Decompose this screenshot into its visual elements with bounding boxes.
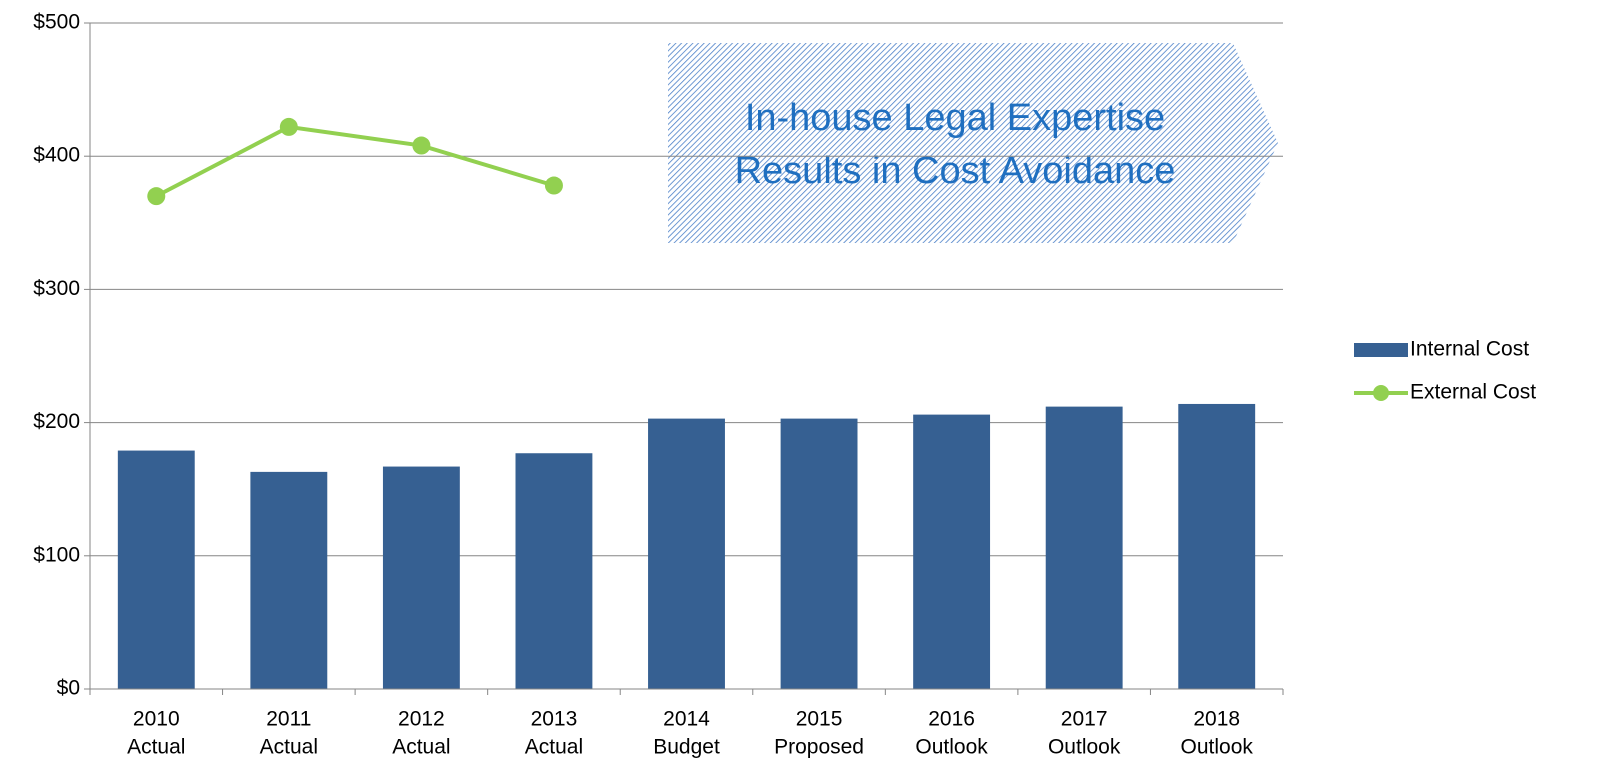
- x-tick-label: 2015: [796, 708, 843, 731]
- y-tick-label: $0: [57, 677, 80, 700]
- bar: [780, 418, 858, 689]
- legend-swatch: [1354, 343, 1408, 357]
- annotation: Results in Cost Avoidance: [735, 150, 1176, 192]
- legend-label: External Cost: [1410, 381, 1536, 404]
- x-tick-label: Outlook: [1181, 736, 1254, 759]
- line: [155, 124, 555, 198]
- callout-arrow: [668, 43, 1278, 243]
- y-tick-label: $500: [33, 11, 80, 34]
- marker: [279, 117, 298, 136]
- x-tick-label: Outlook: [915, 736, 988, 759]
- y-tick-label: $300: [33, 277, 80, 300]
- bar: [117, 450, 195, 689]
- bar: [1178, 403, 1256, 689]
- x-tick-label: Budget: [653, 736, 720, 759]
- legend-label: Internal Cost: [1410, 338, 1529, 361]
- x-tick-label: Actual: [260, 736, 318, 759]
- y-tick-label: $200: [33, 410, 80, 433]
- x-tick-label: Actual: [127, 736, 185, 759]
- bar: [913, 414, 991, 689]
- marker: [147, 187, 166, 206]
- marker: [412, 136, 431, 155]
- marker: [544, 176, 563, 195]
- x-tick-label: 2010: [133, 708, 180, 731]
- y-tick-label: $100: [33, 543, 80, 566]
- y-tick-label: $400: [33, 144, 80, 167]
- x-tick-label: 2013: [531, 708, 578, 731]
- bar: [515, 453, 593, 689]
- x-tick-label: 2012: [398, 708, 445, 731]
- bar: [648, 418, 725, 689]
- bar: [250, 471, 328, 689]
- bar: [1045, 406, 1123, 689]
- x-tick-label: Actual: [392, 736, 450, 759]
- x-tick-label: Proposed: [774, 736, 864, 759]
- x-tick-label: 2017: [1061, 708, 1108, 731]
- annotation: In-house Legal Expertise: [745, 97, 1165, 139]
- x-tick-label: Actual: [525, 736, 583, 759]
- bar: [382, 466, 460, 689]
- x-tick-label: 2014: [663, 708, 710, 731]
- legend-swatch: [1373, 385, 1389, 401]
- x-tick-label: 2011: [266, 708, 311, 731]
- x-tick-label: 2018: [1193, 708, 1240, 731]
- x-tick-label: Outlook: [1048, 736, 1121, 759]
- x-tick-label: 2016: [928, 708, 975, 731]
